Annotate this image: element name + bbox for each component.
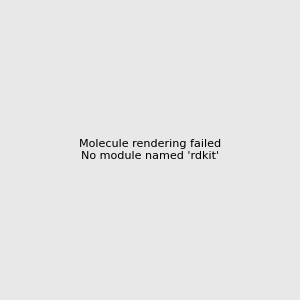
Text: Molecule rendering failed
No module named 'rdkit': Molecule rendering failed No module name… <box>79 139 221 161</box>
